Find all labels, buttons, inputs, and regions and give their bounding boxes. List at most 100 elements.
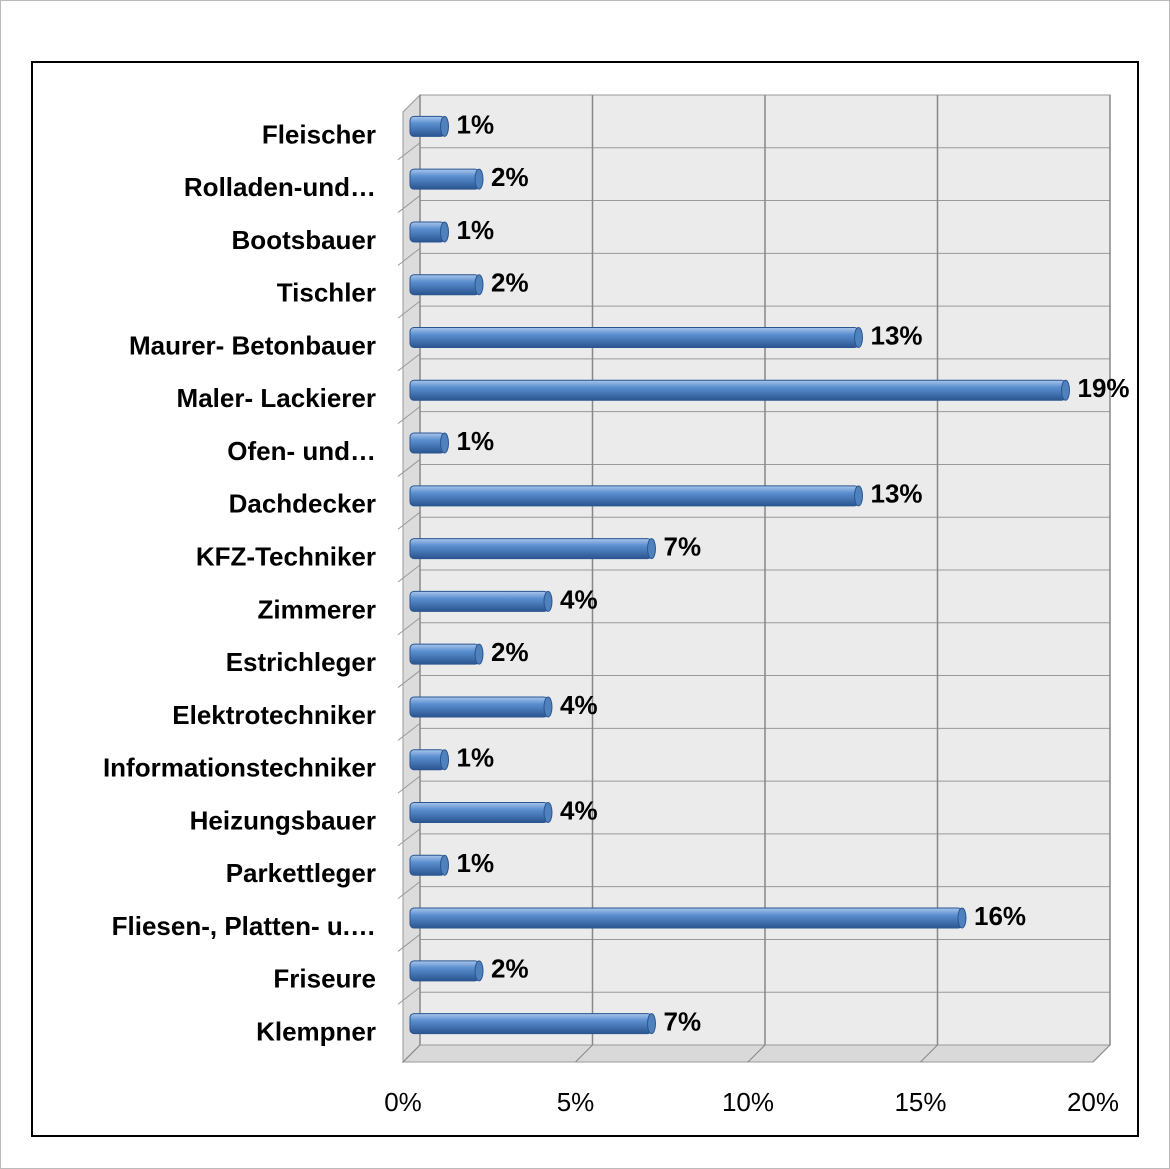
y-tick-label: Tischler	[277, 278, 376, 308]
row-tick	[397, 511, 421, 530]
bar	[409, 432, 445, 454]
tick-mark	[747, 1044, 766, 1063]
y-tick-label: Parkettleger	[226, 858, 376, 888]
value-label: 2%	[491, 637, 529, 667]
bar	[409, 696, 549, 718]
row-tick	[397, 247, 421, 266]
y-tick-label: Fleischer	[262, 119, 376, 149]
y-tick-label: Rolladen-und…	[184, 172, 376, 202]
bar-cap	[543, 590, 553, 612]
y-tick-label: Estrichleger	[226, 647, 376, 677]
value-label: 7%	[664, 1006, 702, 1036]
value-label: 2%	[491, 162, 529, 192]
tick-mark	[1092, 1044, 1111, 1063]
row-tick	[397, 881, 421, 900]
bar-cap	[440, 115, 449, 137]
value-label: 16%	[974, 901, 1026, 931]
bar	[409, 538, 652, 560]
bar	[409, 221, 445, 243]
y-tick-label: Ofen- und…	[227, 436, 376, 466]
bar	[409, 168, 480, 190]
row-tick	[397, 828, 421, 847]
row-tick	[397, 564, 421, 583]
y-tick-label: Elektrotechniker	[172, 700, 376, 730]
row-tick	[397, 142, 421, 161]
tick-mark	[575, 1044, 593, 1063]
value-label: 1%	[457, 426, 495, 456]
bar	[409, 1013, 652, 1035]
y-tick-label: Zimmerer	[258, 594, 377, 624]
y-tick-label: KFZ-Techniker	[196, 541, 376, 571]
bar-cap	[440, 749, 449, 771]
bar-cap	[854, 485, 863, 507]
x-tick-label: 10%	[722, 1087, 774, 1117]
bar-cap	[474, 643, 484, 665]
row-tick	[397, 986, 421, 1005]
bar-cap	[854, 327, 863, 348]
row-tick	[397, 353, 421, 372]
row-tick	[397, 722, 421, 741]
bar-cap	[474, 274, 484, 296]
value-label: 19%	[1078, 373, 1130, 403]
bar	[409, 907, 963, 929]
bar-cap	[957, 907, 967, 929]
y-tick-label: Heizungsbauer	[190, 805, 376, 835]
row-tick	[397, 617, 421, 636]
bar-cap	[647, 538, 656, 560]
bar-cap	[1061, 379, 1070, 401]
y-tick-label: Dachdecker	[229, 489, 376, 519]
row-tick	[397, 459, 421, 477]
bar-cap	[440, 432, 449, 454]
value-label: 1%	[457, 848, 495, 878]
value-label: 1%	[457, 743, 495, 773]
y-tick-label: Klempner	[256, 1016, 376, 1046]
bar	[409, 379, 1066, 401]
bar	[409, 115, 445, 137]
value-label: 4%	[560, 795, 598, 825]
bar	[409, 960, 480, 982]
value-label: 1%	[457, 109, 495, 139]
value-label: 7%	[664, 531, 702, 561]
bar	[409, 643, 480, 665]
bar-cap	[543, 802, 553, 823]
value-label: 2%	[491, 268, 529, 298]
row-tick	[397, 300, 421, 319]
x-tick-label: 15%	[894, 1087, 946, 1117]
bar	[409, 749, 445, 771]
tick-mark	[402, 1044, 421, 1063]
row-tick	[397, 670, 421, 688]
bar	[409, 802, 549, 823]
row-tick	[397, 934, 421, 952]
value-label: 4%	[560, 584, 598, 614]
tick-mark	[920, 1044, 938, 1063]
y-tick-label: Bootsbauer	[232, 225, 376, 255]
value-label: 13%	[871, 479, 923, 509]
x-tick-label: 0%	[384, 1087, 422, 1117]
y-tick-label: Fliesen-, Platten- u.…	[112, 911, 376, 941]
row-tick	[397, 406, 421, 425]
y-tick-label: Maler- Lackierer	[177, 383, 376, 413]
bar-cap	[474, 168, 484, 190]
bar-cap	[474, 960, 484, 982]
value-label: 2%	[491, 954, 529, 984]
y-tick-label: Maurer- Betonbauer	[129, 330, 376, 360]
bar	[409, 854, 445, 876]
bar	[409, 327, 859, 348]
bar	[409, 590, 549, 612]
x-tick-label: 5%	[557, 1087, 595, 1117]
value-label: 1%	[457, 215, 495, 245]
y-tick-label: Friseure	[273, 964, 376, 994]
bar-cap	[647, 1013, 656, 1035]
value-label: 13%	[871, 320, 923, 350]
bar-cap	[440, 221, 449, 243]
value-label: 4%	[560, 690, 598, 720]
row-tick	[397, 775, 421, 794]
bar-cap	[440, 854, 449, 876]
bar-cap	[543, 696, 553, 718]
bar	[409, 485, 859, 507]
y-tick-label: Informationstechniker	[103, 753, 376, 783]
bar	[409, 274, 480, 296]
row-tick	[397, 195, 421, 213]
x-tick-label: 20%	[1067, 1087, 1119, 1117]
